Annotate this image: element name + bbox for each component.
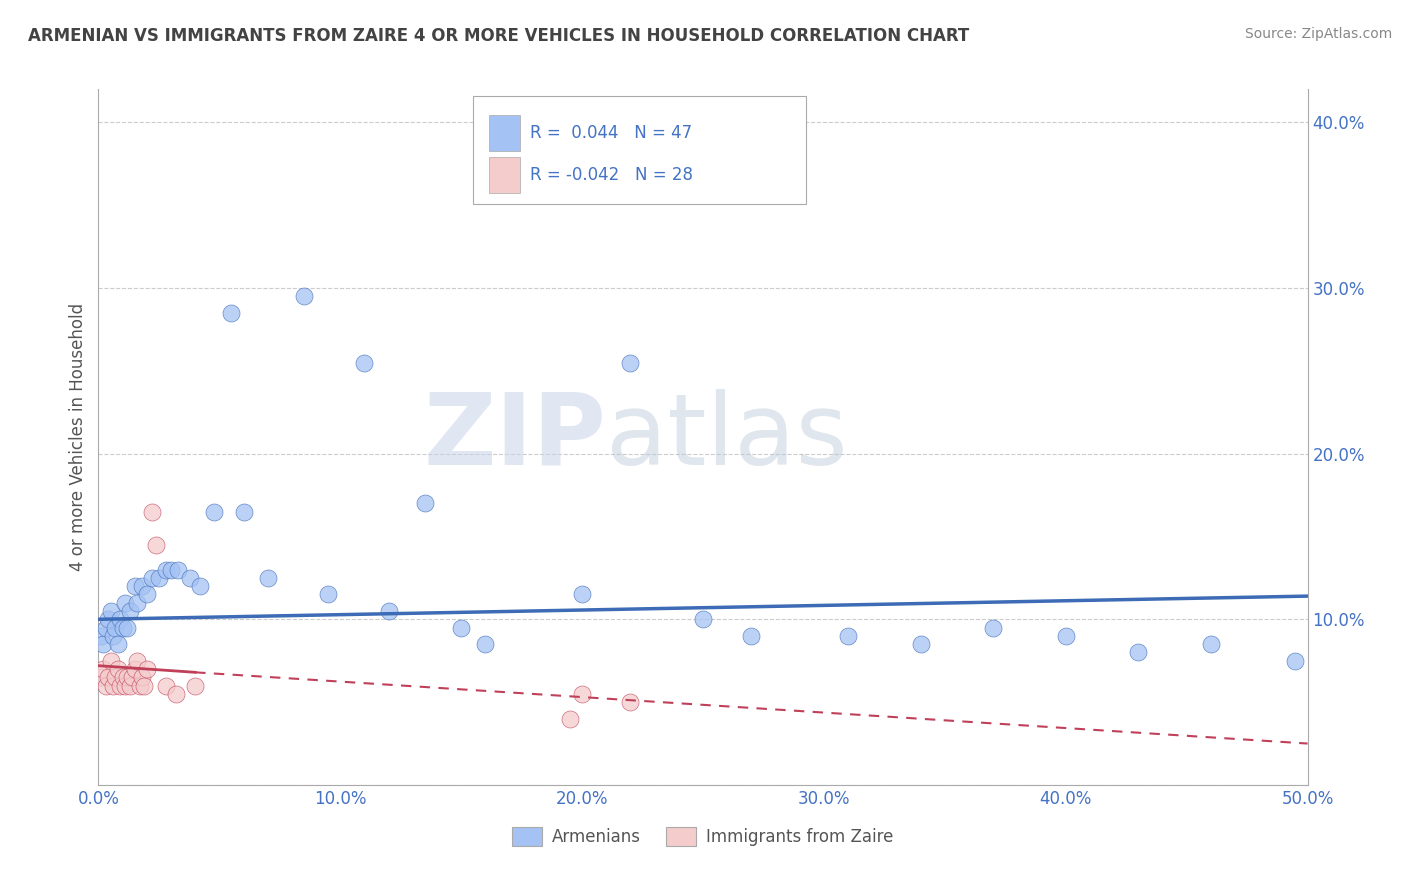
Point (981, 621, 1004, 635)
Point (474, 637, 496, 651)
Point (353, 355, 375, 369)
Point (100, 654, 122, 668)
Point (104, 670, 127, 684)
Point (316, 587, 339, 601)
Point (450, 621, 472, 635)
Point (117, 621, 139, 635)
Point (94, 621, 117, 635)
Point (571, 687, 593, 701)
Point (128, 679, 150, 693)
Point (100, 604, 122, 618)
Text: atlas: atlas (606, 389, 848, 485)
Point (124, 662, 146, 676)
Text: R =  0.044   N = 47: R = 0.044 N = 47 (530, 124, 692, 142)
Point (179, 571, 201, 585)
Point (155, 563, 177, 577)
Point (145, 538, 167, 552)
Point (114, 679, 136, 693)
Point (111, 621, 134, 635)
Point (118, 679, 141, 693)
Point (94, 679, 117, 693)
Point (413, 496, 436, 510)
Point (740, 629, 762, 643)
Point (188, 579, 211, 593)
Point (1054, 629, 1077, 643)
Point (1199, 637, 1222, 651)
Point (107, 662, 129, 676)
Point (148, 571, 170, 585)
Text: Source: ZipAtlas.com: Source: ZipAtlas.com (1244, 27, 1392, 41)
Point (118, 604, 141, 618)
Point (134, 679, 156, 693)
Point (558, 712, 581, 726)
Point (90, 670, 112, 684)
Point (101, 679, 124, 693)
Point (108, 612, 131, 626)
Point (910, 637, 932, 651)
Point (155, 679, 177, 693)
Point (619, 355, 641, 369)
Point (1128, 645, 1150, 659)
Point (131, 579, 153, 593)
Point (101, 629, 124, 643)
Point (292, 289, 315, 303)
Point (108, 679, 131, 693)
FancyBboxPatch shape (474, 96, 806, 204)
Text: ZIP: ZIP (423, 389, 606, 485)
Point (256, 571, 278, 585)
Point (131, 670, 153, 684)
Text: R = -0.042   N = 28: R = -0.042 N = 28 (530, 166, 693, 184)
Point (377, 604, 399, 618)
Text: ARMENIAN VS IMMIGRANTS FROM ZAIRE 4 OR MORE VEHICLES IN HOUSEHOLD CORRELATION CH: ARMENIAN VS IMMIGRANTS FROM ZAIRE 4 OR M… (28, 27, 969, 45)
Point (91, 662, 114, 676)
Point (619, 695, 641, 709)
Point (114, 596, 136, 610)
Point (124, 579, 146, 593)
Point (837, 629, 859, 643)
FancyBboxPatch shape (489, 115, 520, 151)
Point (221, 306, 243, 320)
Point (204, 505, 226, 519)
Legend: Armenians, Immigrants from Zaire: Armenians, Immigrants from Zaire (506, 821, 900, 853)
Point (167, 563, 190, 577)
Point (165, 687, 187, 701)
Point (127, 596, 149, 610)
Y-axis label: 4 or more Vehicles in Household: 4 or more Vehicles in Household (69, 303, 87, 571)
Point (160, 563, 183, 577)
Point (1284, 654, 1306, 668)
Point (141, 505, 163, 519)
Point (90, 629, 112, 643)
Point (97, 670, 120, 684)
Point (127, 654, 149, 668)
Point (232, 505, 254, 519)
Point (184, 679, 207, 693)
Point (510, 157, 533, 171)
FancyBboxPatch shape (489, 157, 520, 193)
Point (121, 670, 143, 684)
Point (107, 637, 129, 651)
Point (111, 670, 134, 684)
Point (97, 612, 120, 626)
Point (141, 571, 163, 585)
Point (117, 670, 139, 684)
Point (135, 662, 157, 676)
Point (135, 587, 157, 601)
Point (571, 587, 593, 601)
Point (91, 637, 114, 651)
Point (104, 621, 127, 635)
Point (692, 612, 714, 626)
